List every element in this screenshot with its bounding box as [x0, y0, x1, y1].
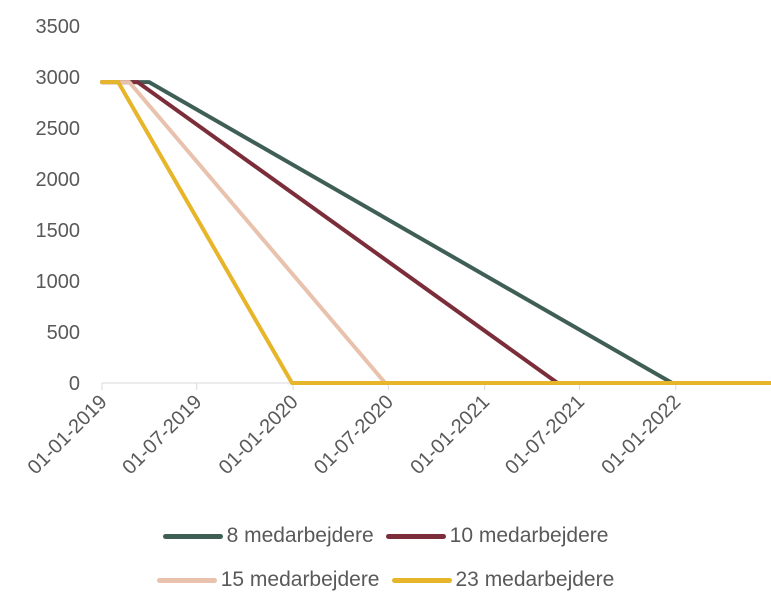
legend-item-8: 8 medarbejdere: [162, 524, 374, 548]
legend-label-23: 23 medarbejdere: [455, 568, 615, 591]
legend-swatch-23: [391, 577, 452, 583]
y-tick-label: 1500: [36, 220, 81, 242]
series-line-3: [100, 80, 771, 385]
x-tick-label: 01-01-2019: [24, 391, 112, 479]
legend-row-2: 15 medarbejdere 23 medarbejdere: [0, 568, 771, 592]
legend-item-10: 10 medarbejdere: [385, 524, 609, 548]
legend-label-15: 15 medarbejdere: [220, 568, 380, 591]
legend-item-23: 23 medarbejdere: [391, 568, 615, 592]
x-tick-label: 01-07-2020: [310, 391, 398, 479]
y-tick-label: 3500: [36, 16, 81, 38]
series-line-1: [100, 80, 771, 385]
legend-swatch-10: [385, 533, 446, 539]
x-tick-label: 01-01-2020: [215, 391, 303, 479]
x-tick-label: 01-01-2021: [406, 391, 494, 479]
legend-label-10: 10 medarbejdere: [449, 524, 609, 547]
x-tick-label: 01-01-2022: [597, 391, 685, 479]
y-tick-label: 2500: [36, 118, 81, 140]
y-tick-label: 3000: [36, 67, 81, 89]
x-tick-label: 01-07-2019: [118, 391, 206, 479]
y-tick-label: 0: [69, 373, 80, 395]
y-tick-label: 500: [47, 322, 80, 344]
y-tick-label: 1000: [36, 271, 81, 293]
legend-row-1: 8 medarbejdere 10 medarbejdere: [0, 524, 771, 548]
x-tick-label: 01-07-2021: [501, 391, 589, 479]
legend-swatch-15: [156, 577, 217, 583]
legend-swatch-8: [162, 533, 223, 539]
legend-label-8: 8 medarbejdere: [226, 524, 374, 547]
y-tick-label: 2000: [36, 169, 81, 191]
legend-item-15: 15 medarbejdere: [156, 568, 380, 592]
